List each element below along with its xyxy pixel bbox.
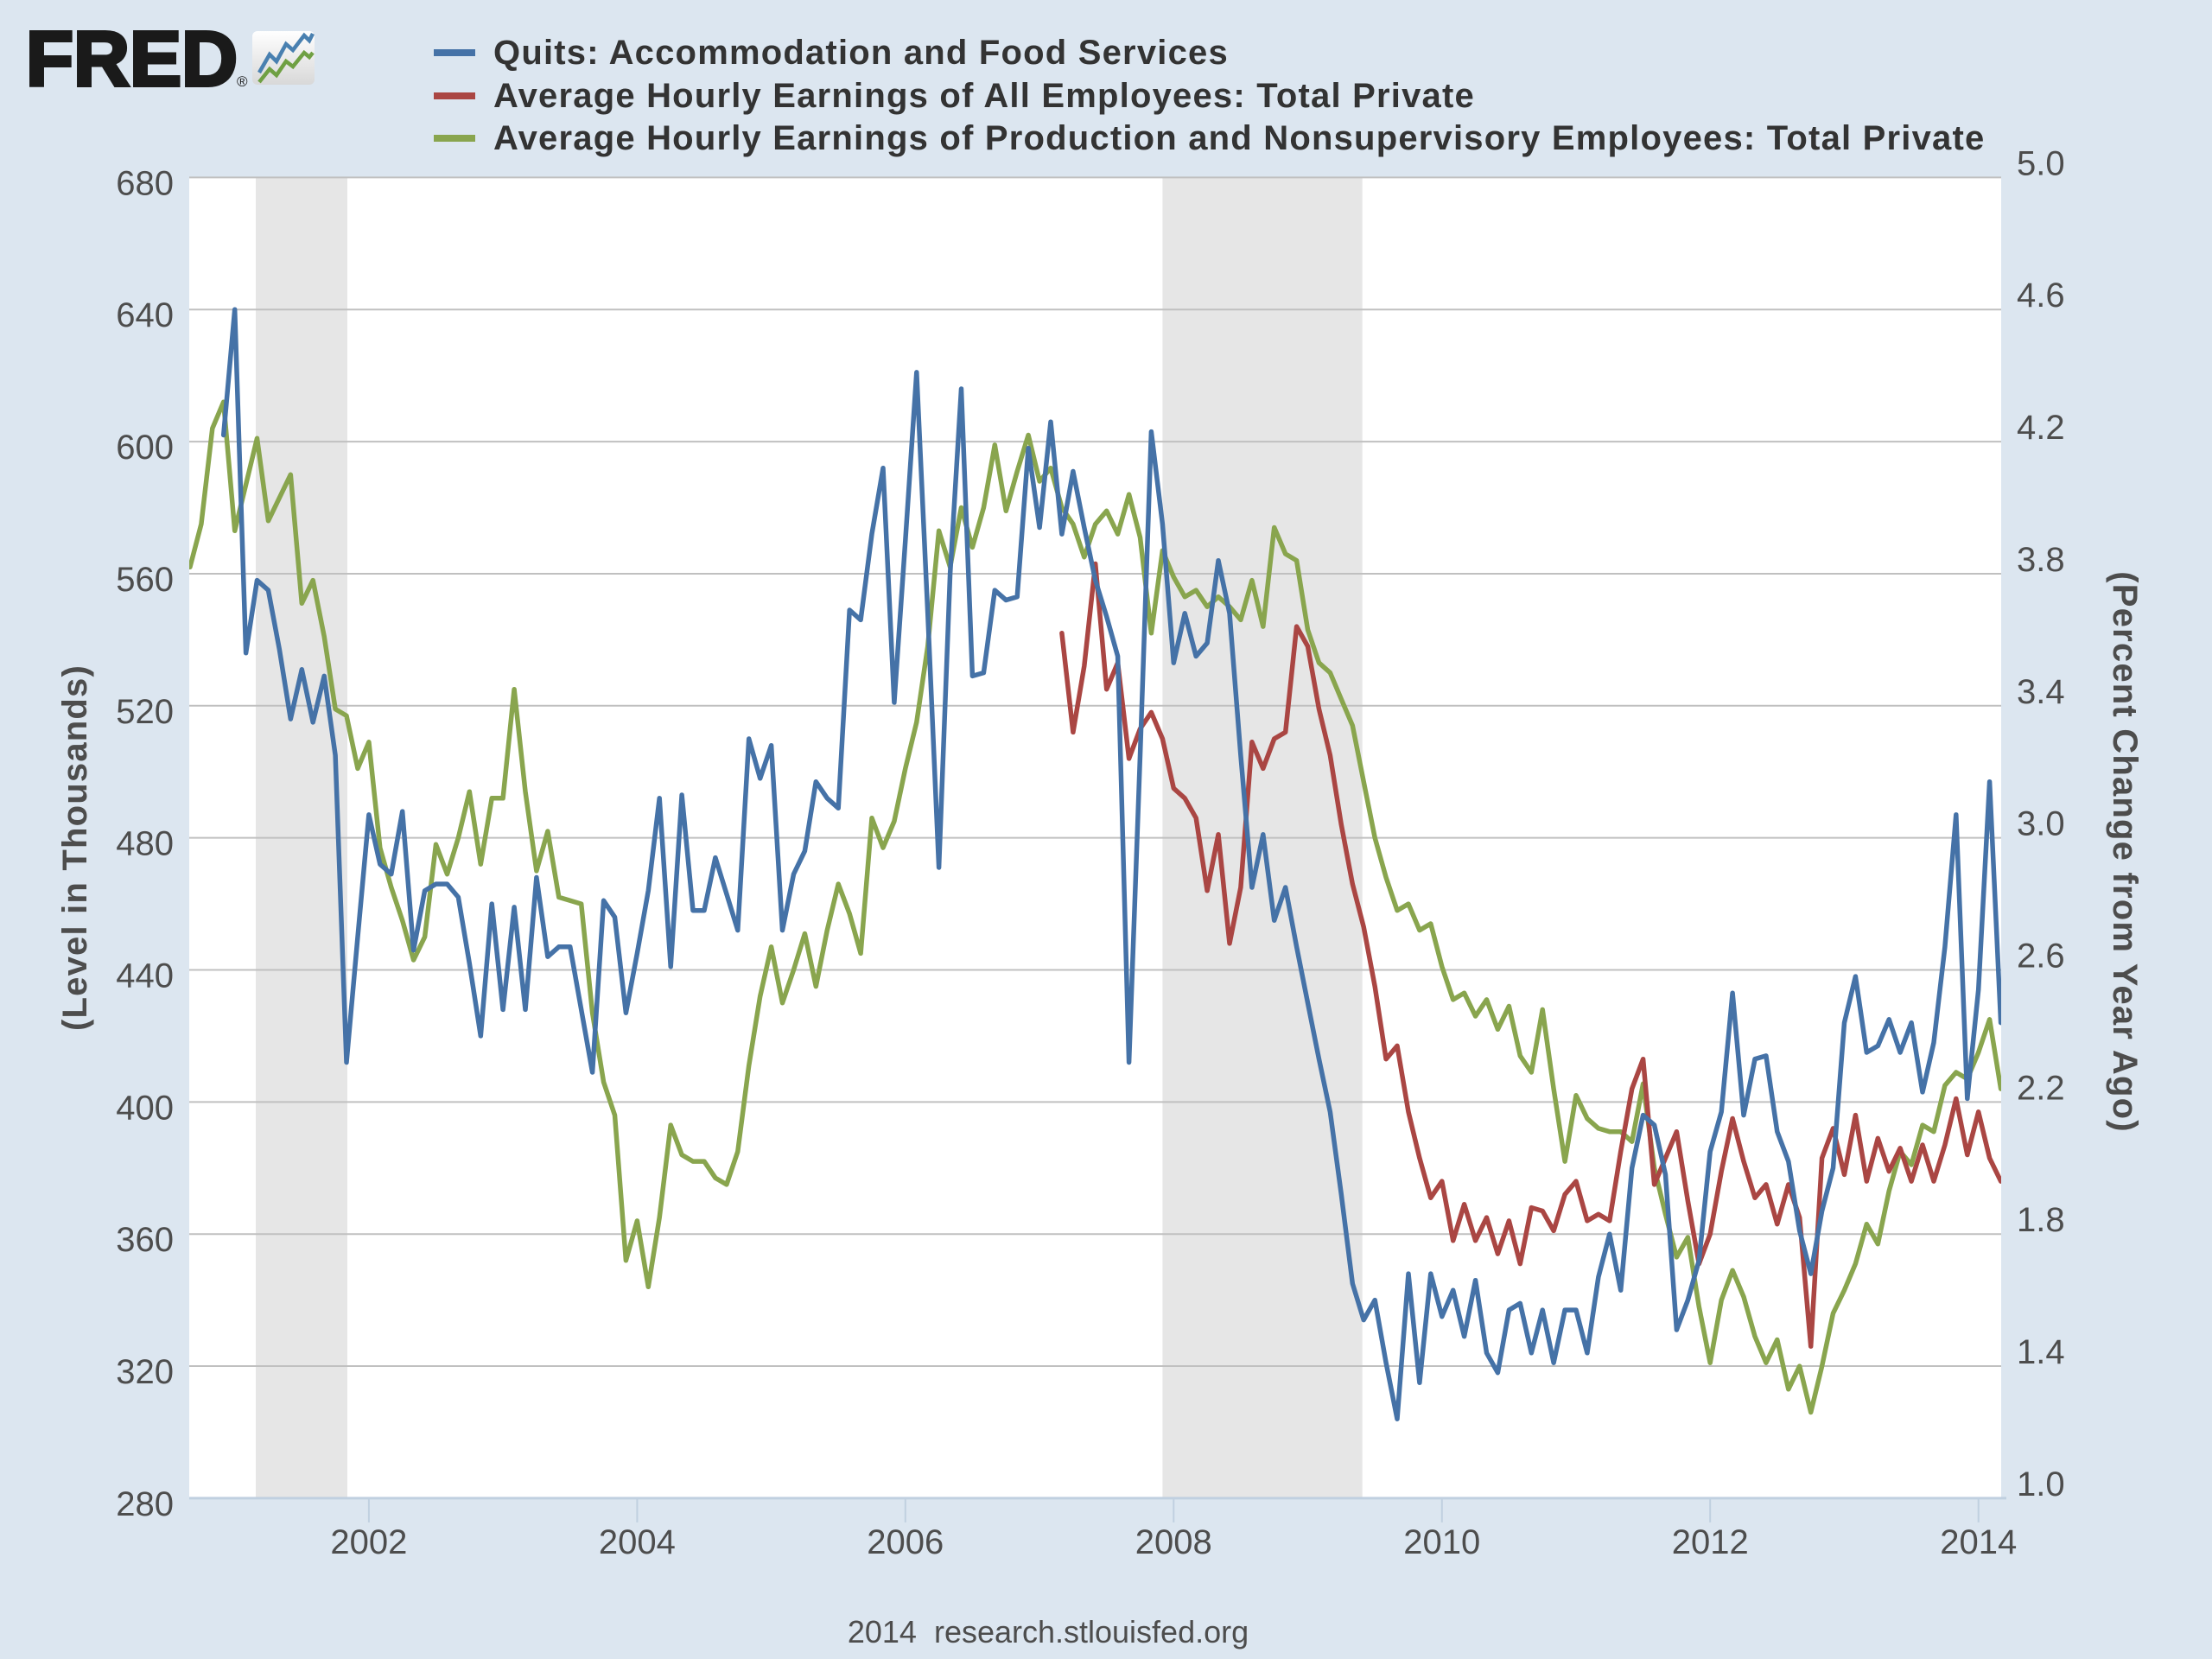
svg-text:®: ® bbox=[237, 73, 248, 90]
svg-text:680: 680 bbox=[116, 164, 174, 202]
svg-text:360: 360 bbox=[116, 1221, 174, 1259]
svg-text:4.2: 4.2 bbox=[2017, 409, 2065, 447]
svg-text:3.4: 3.4 bbox=[2017, 673, 2065, 711]
svg-text:2012: 2012 bbox=[1672, 1523, 1749, 1561]
svg-text:2010: 2010 bbox=[1403, 1523, 1480, 1561]
svg-text:3.8: 3.8 bbox=[2017, 541, 2065, 579]
svg-text:400: 400 bbox=[116, 1089, 174, 1127]
svg-text:320: 320 bbox=[116, 1353, 174, 1391]
svg-text:Quits: Accommodation and Food: Quits: Accommodation and Food Services bbox=[493, 34, 1229, 72]
svg-text:2008: 2008 bbox=[1135, 1523, 1212, 1561]
svg-text:(Percent Change from Year Ago): (Percent Change from Year Ago) bbox=[2106, 571, 2144, 1132]
svg-text:280: 280 bbox=[116, 1485, 174, 1523]
svg-text:2.6: 2.6 bbox=[2017, 938, 2065, 976]
svg-text:600: 600 bbox=[116, 429, 174, 467]
svg-text:640: 640 bbox=[116, 296, 174, 334]
svg-text:440: 440 bbox=[116, 957, 174, 995]
svg-text:2006: 2006 bbox=[867, 1523, 944, 1561]
svg-text:4.6: 4.6 bbox=[2017, 276, 2065, 315]
svg-text:3.0: 3.0 bbox=[2017, 805, 2065, 843]
svg-text:5.0: 5.0 bbox=[2017, 144, 2065, 182]
svg-text:Average Hourly Earnings of Pro: Average Hourly Earnings of Production an… bbox=[493, 119, 1985, 157]
svg-text:FRED: FRED bbox=[26, 16, 238, 103]
svg-text:(Level in Thousands): (Level in Thousands) bbox=[56, 664, 94, 1031]
svg-text:1.0: 1.0 bbox=[2017, 1465, 2065, 1503]
svg-text:520: 520 bbox=[116, 693, 174, 731]
svg-text:2.2: 2.2 bbox=[2017, 1069, 2065, 1107]
svg-text:480: 480 bbox=[116, 825, 174, 863]
svg-text:1.8: 1.8 bbox=[2017, 1201, 2065, 1239]
svg-text:2004: 2004 bbox=[599, 1523, 676, 1561]
svg-text:Average Hourly Earnings of All: Average Hourly Earnings of All Employees… bbox=[493, 77, 1475, 115]
svg-text:2002: 2002 bbox=[330, 1523, 407, 1561]
svg-text:2014: 2014 bbox=[1940, 1523, 2017, 1561]
svg-text:1.4: 1.4 bbox=[2017, 1333, 2065, 1371]
svg-text:2014 research.stlouisfed.org: 2014 research.stlouisfed.org bbox=[848, 1614, 1249, 1649]
svg-text:560: 560 bbox=[116, 561, 174, 599]
